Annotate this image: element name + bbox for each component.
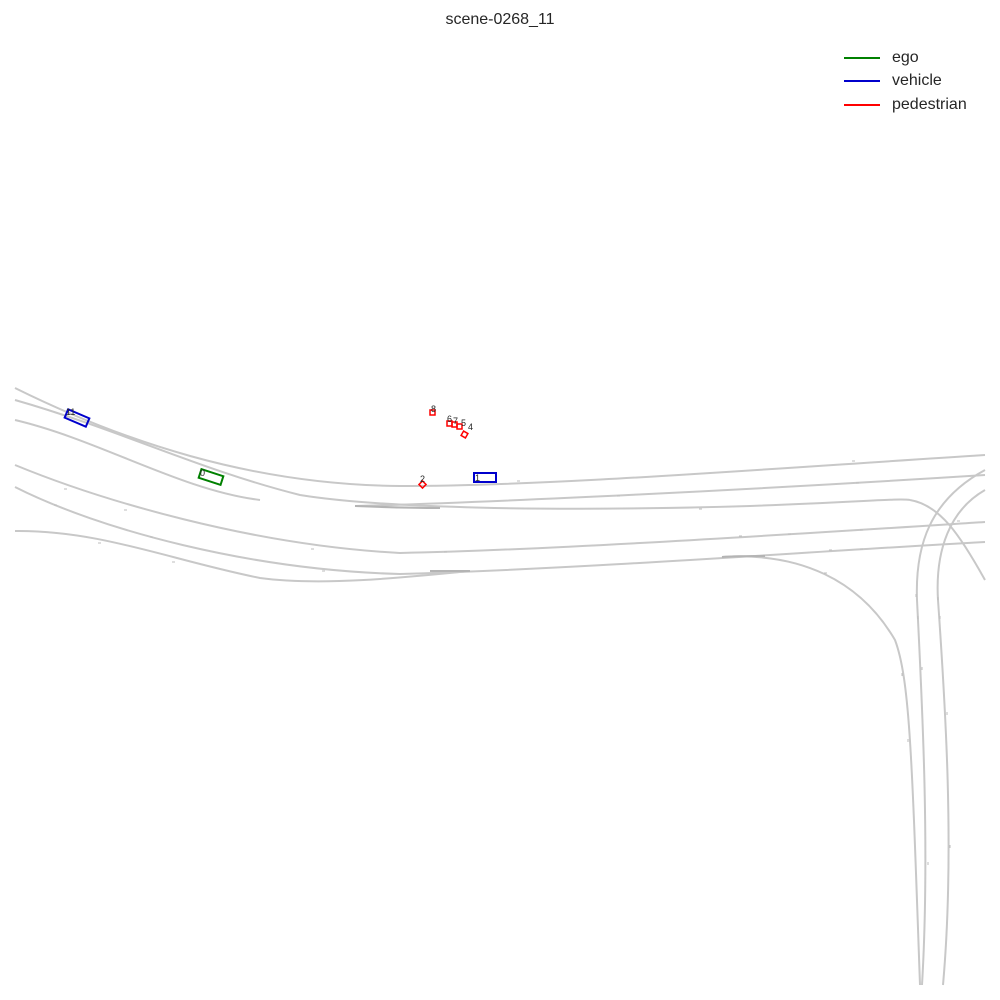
lane-lines [14,387,986,986]
agent-pedestrian-5: 5 [456,418,466,430]
legend-swatch [844,103,880,106]
agent-pedestrian-7: 7 [451,416,458,428]
agent-label: 1 [475,473,480,483]
pedestrian-box [429,409,436,416]
ego-vehicle-box [197,467,225,487]
legend-swatch [844,56,880,59]
legend-item-vehicle: vehicle [844,70,967,94]
legend-label: ego [892,48,919,66]
agent-ego-0: 0 [197,467,225,487]
legend-label: vehicle [892,72,942,90]
agent-label: 5 [461,418,466,428]
agent-label: 8 [431,404,436,414]
lane-line [14,419,261,501]
agent-label: 0 [200,468,205,478]
scene-title: scene-0268_11 [445,11,555,28]
agent-pedestrian-4: 4 [460,422,473,439]
lane-line [354,474,986,507]
lane-line [14,464,986,555]
lane-line [915,469,986,986]
agent-vehicle-1: 1 [473,472,497,483]
lane-ticks [54,460,960,865]
lane-line [14,486,986,576]
lane-line [14,399,911,510]
agent-label: 7 [453,416,458,426]
pedestrian-box [460,430,469,439]
agent-label: 2 [420,474,425,484]
agent-vehicle-11: 11 [63,407,91,428]
vehicle-box [63,408,91,428]
agents: 0 1 11 2 4 5 6 7 [63,404,497,490]
lane-line [14,387,986,488]
agent-label: 6 [447,414,452,424]
legend-item-ego: ego [844,46,967,70]
legend-swatch [844,80,880,83]
lane-line [721,555,766,558]
legend-item-pedestrian: pedestrian [844,93,967,117]
pedestrian-box [451,421,458,428]
agent-pedestrian-2: 2 [417,474,428,490]
legend-label: pedestrian [892,95,967,113]
vehicle-box [473,472,497,483]
agent-label: 11 [66,407,75,417]
lane-line [721,555,921,986]
legend: ego vehicle pedestrian [844,46,967,117]
agent-label: 4 [468,422,473,432]
lane-line [354,505,441,509]
agent-pedestrian-8: 8 [429,404,436,416]
lane-line [936,489,986,986]
lane-line [909,499,986,581]
pedestrian-box [417,479,428,490]
lane-line [14,529,471,583]
